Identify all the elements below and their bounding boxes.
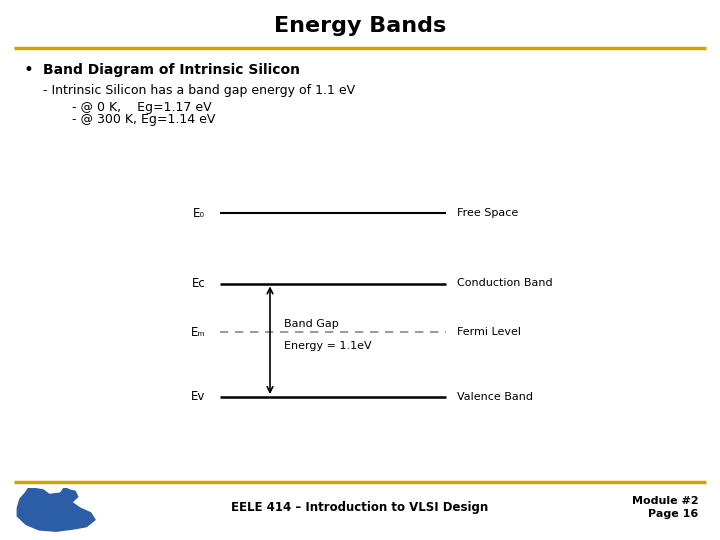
Polygon shape <box>26 485 37 492</box>
Text: E₀: E₀ <box>193 207 205 220</box>
Text: Energy Bands: Energy Bands <box>274 16 446 36</box>
Text: - @ 300 K, Eg=1.14 eV: - @ 300 K, Eg=1.14 eV <box>72 113 215 126</box>
Text: Page 16: Page 16 <box>648 509 698 519</box>
Text: Band Gap: Band Gap <box>284 319 339 329</box>
Text: Free Space: Free Space <box>457 208 518 218</box>
Text: - Intrinsic Silicon has a band gap energy of 1.1 eV: - Intrinsic Silicon has a band gap energ… <box>43 84 356 97</box>
Text: Conduction Band: Conduction Band <box>457 279 553 288</box>
Text: Energy = 1.1eV: Energy = 1.1eV <box>284 341 372 350</box>
Text: Band Diagram of Intrinsic Silicon: Band Diagram of Intrinsic Silicon <box>43 63 300 77</box>
Text: Fermi Level: Fermi Level <box>457 327 521 337</box>
Text: Module #2: Module #2 <box>631 496 698 506</box>
Polygon shape <box>60 487 72 493</box>
Text: EELE 414 – Introduction to VLSI Design: EELE 414 – Introduction to VLSI Design <box>231 501 489 514</box>
Polygon shape <box>17 489 95 531</box>
Text: •: • <box>23 61 33 79</box>
Text: Valence Band: Valence Band <box>457 392 534 402</box>
Text: Eᴠ: Eᴠ <box>191 390 205 403</box>
Text: Eₘ: Eₘ <box>191 326 205 339</box>
Text: Eᴄ: Eᴄ <box>192 277 205 290</box>
Text: - @ 0 K,    Eg=1.17 eV: - @ 0 K, Eg=1.17 eV <box>72 102 212 114</box>
